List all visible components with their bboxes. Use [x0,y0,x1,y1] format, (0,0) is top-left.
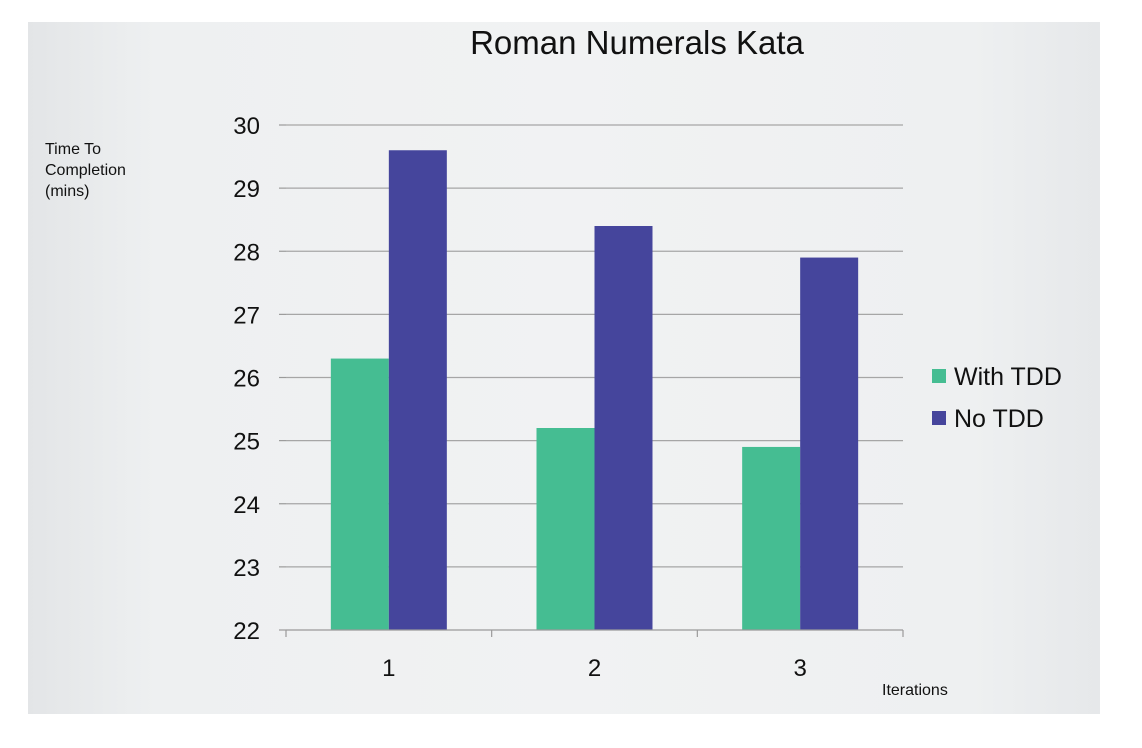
legend-swatch-no-tdd [932,411,946,425]
y-tick-label: 26 [233,366,260,393]
bar-no-tdd-2 [594,226,653,630]
x-axis-ticks: 1 2 3 [285,630,904,682]
x-tick-label: 1 [382,655,395,682]
legend-label: With TDD [954,363,1062,391]
bar-with-tdd-1 [330,358,389,630]
bar-with-tdd-2 [536,428,595,630]
y-tick-label: 22 [233,618,260,645]
y-axis-label-line: (mins) [45,183,89,200]
x-axis-label: Iterations [882,682,948,699]
y-axis-label: Time To Completion (mins) [45,141,130,200]
y-tick-label: 30 [233,113,260,140]
y-axis-label-line: Completion [45,162,126,179]
y-tick-label: 28 [233,239,260,266]
y-tick-label: 23 [233,555,260,582]
legend: With TDD No TDD [932,363,1062,433]
chart-title: Roman Numerals Kata [470,24,804,61]
bar-no-tdd-1 [388,150,447,630]
y-tick-label: 29 [233,176,260,203]
y-axis-ticks: 22 23 24 25 26 27 28 29 30 [233,113,286,645]
bars [330,150,859,630]
y-tick-label: 25 [233,429,260,456]
y-tick-label: 27 [233,302,260,329]
x-tick-label: 3 [793,655,806,682]
x-tick-label: 2 [588,655,601,682]
legend-label: No TDD [954,405,1044,433]
legend-swatch-with-tdd [932,369,946,383]
bar-no-tdd-3 [800,257,859,630]
y-tick-label: 24 [233,492,260,519]
y-axis-label-line: Time To [45,141,101,158]
bar-with-tdd-3 [742,446,801,630]
